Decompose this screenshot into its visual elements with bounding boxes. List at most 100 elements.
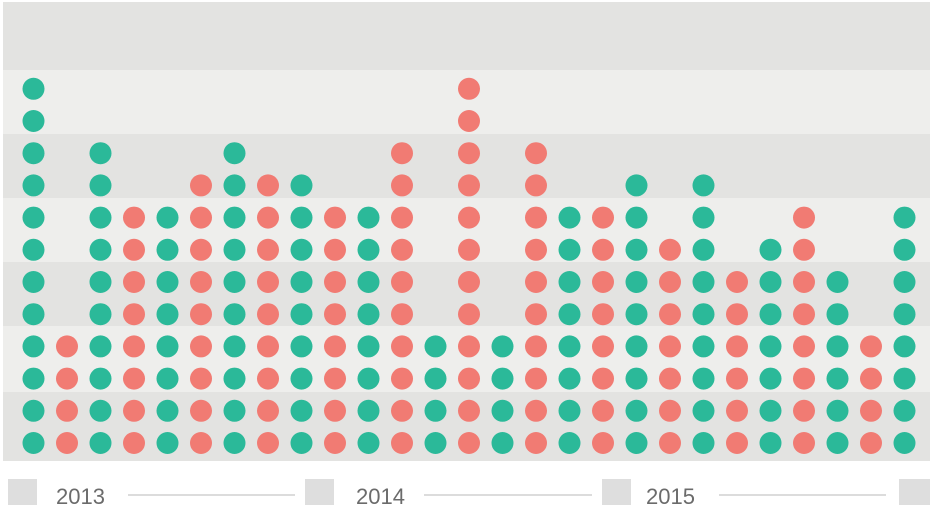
dot-salmon xyxy=(324,303,346,326)
dot-teal xyxy=(692,174,715,197)
dot-salmon xyxy=(458,303,480,326)
dot-teal xyxy=(424,432,447,454)
dot-salmon xyxy=(190,206,212,229)
dot-teal xyxy=(424,399,447,422)
dot-teal xyxy=(22,335,45,358)
dot-salmon xyxy=(56,367,78,390)
dot-salmon xyxy=(190,335,212,358)
dot-column-10 xyxy=(324,206,346,454)
dot-salmon xyxy=(860,399,882,422)
dot-column-2 xyxy=(56,335,78,454)
dot-teal xyxy=(89,432,112,454)
dot-salmon xyxy=(793,367,815,390)
dot-salmon xyxy=(592,271,614,293)
dot-salmon xyxy=(257,399,279,422)
dot-column-9 xyxy=(290,174,313,454)
dot-salmon xyxy=(659,335,681,358)
dot-teal xyxy=(491,335,514,358)
dot-teal xyxy=(223,238,246,261)
dot-column-13 xyxy=(424,335,447,454)
dot-teal xyxy=(826,432,849,454)
dot-column-7 xyxy=(223,142,246,454)
dot-salmon xyxy=(458,142,480,165)
dot-teal xyxy=(22,206,45,229)
dot-salmon xyxy=(190,432,212,454)
dot-teal xyxy=(22,142,45,165)
dot-salmon xyxy=(793,335,815,358)
dot-salmon xyxy=(391,271,413,293)
dot-salmon xyxy=(793,432,815,454)
dot-column-1 xyxy=(22,77,45,454)
dot-salmon xyxy=(257,174,279,197)
dot-column-11 xyxy=(357,206,380,454)
dot-salmon xyxy=(525,367,547,390)
dot-teal xyxy=(625,399,648,422)
dot-column-14 xyxy=(458,77,480,454)
dot-salmon xyxy=(391,367,413,390)
x-axis: 2013 2014 2015 xyxy=(8,479,930,509)
dot-column-26 xyxy=(860,335,882,454)
dot-salmon xyxy=(458,271,480,293)
dot-teal xyxy=(22,238,45,261)
dot-teal xyxy=(156,432,179,454)
dot-salmon xyxy=(123,303,145,326)
dot-salmon xyxy=(257,238,279,261)
dot-salmon xyxy=(860,432,882,454)
dot-salmon xyxy=(458,367,480,390)
dot-salmon xyxy=(659,432,681,454)
dot-teal xyxy=(357,367,380,390)
dot-salmon xyxy=(659,367,681,390)
dot-teal xyxy=(223,271,246,293)
dot-teal xyxy=(357,303,380,326)
dot-salmon xyxy=(391,174,413,197)
dot-columns xyxy=(22,77,916,454)
dot-salmon xyxy=(257,432,279,454)
dot-salmon xyxy=(458,399,480,422)
dot-teal xyxy=(759,238,782,261)
dot-salmon xyxy=(793,271,815,293)
dot-column-12 xyxy=(391,142,413,454)
axis-marker xyxy=(899,479,930,505)
dot-salmon xyxy=(190,303,212,326)
dot-teal xyxy=(290,399,313,422)
dot-teal xyxy=(893,367,916,390)
dot-salmon xyxy=(726,399,748,422)
dot-column-3 xyxy=(89,142,112,454)
year-label-2015: 2015 xyxy=(646,484,695,509)
dot-teal xyxy=(22,271,45,293)
dot-teal xyxy=(826,335,849,358)
dot-teal xyxy=(156,206,179,229)
dot-column-17 xyxy=(558,206,581,454)
dot-teal xyxy=(357,432,380,454)
dot-teal xyxy=(692,367,715,390)
dot-salmon xyxy=(123,238,145,261)
dot-salmon xyxy=(123,271,145,293)
dot-column-23 xyxy=(759,238,782,454)
dot-salmon xyxy=(324,367,346,390)
dot-teal xyxy=(826,367,849,390)
dot-teal xyxy=(893,399,916,422)
dot-salmon xyxy=(190,271,212,293)
dot-salmon xyxy=(123,432,145,454)
dot-teal xyxy=(625,238,648,261)
dot-column-18 xyxy=(592,206,614,454)
dot-salmon xyxy=(56,399,78,422)
dot-salmon xyxy=(860,367,882,390)
dot-teal xyxy=(357,206,380,229)
dot-teal xyxy=(826,303,849,326)
dot-teal xyxy=(625,367,648,390)
dot-salmon xyxy=(324,399,346,422)
dot-teal xyxy=(759,335,782,358)
dot-teal xyxy=(893,206,916,229)
dot-salmon xyxy=(324,335,346,358)
dot-salmon xyxy=(592,303,614,326)
dot-teal xyxy=(491,432,514,454)
dot-salmon xyxy=(257,206,279,229)
dot-teal xyxy=(625,174,648,197)
dot-salmon xyxy=(726,303,748,326)
dot-teal xyxy=(893,335,916,358)
dot-teal xyxy=(491,367,514,390)
dot-salmon xyxy=(458,110,480,132)
dot-salmon xyxy=(190,399,212,422)
